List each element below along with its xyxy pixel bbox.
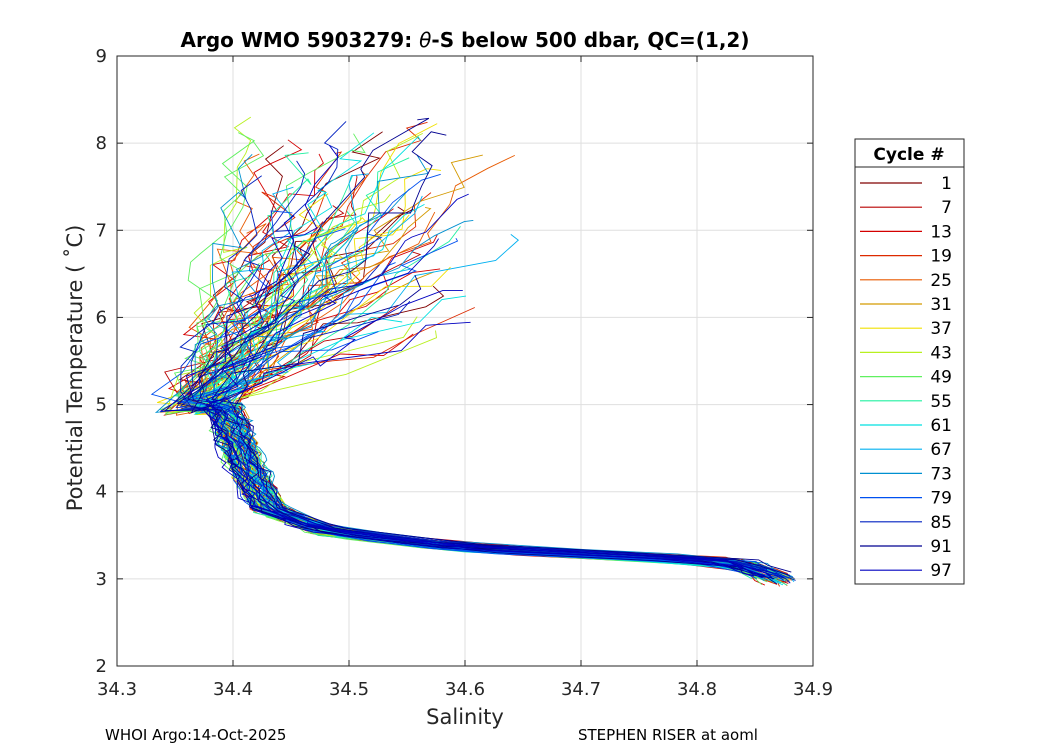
legend-label: 1 [941,174,952,194]
legend-label: 91 [930,537,952,557]
x-tick-label: 34.9 [793,679,833,700]
y-tick-label: 4 [96,482,107,503]
profile-trace [210,290,785,581]
x-tick-label: 34.5 [329,679,369,700]
profile-trace [205,321,754,577]
x-axis-label: Salinity [426,705,504,729]
legend-label: 25 [930,271,952,291]
profile-trace [210,145,791,584]
profile-trace [233,131,790,576]
legend-label: 31 [930,295,952,315]
legend-label: 97 [930,561,952,581]
legend-label: 37 [930,319,952,339]
y-tick-label: 6 [96,307,107,328]
footer-right: STEPHEN RISER at aoml [578,726,758,744]
x-axis-ticks: 34.3 34.4 34.5 34.6 34.7 34.8 34.9 [97,56,833,700]
legend-label: 49 [930,368,952,388]
y-tick-label: 5 [96,395,107,416]
x-tick-label: 34.6 [445,679,485,700]
profile-trace [210,275,792,573]
legend-label: 85 [930,513,952,533]
profile-trace [185,215,773,578]
legend-label: 7 [941,198,952,218]
legend-title: Cycle # [873,145,944,165]
x-tick-label: 34.7 [561,679,601,700]
chart-title: Argo WMO 5903279: θ-S below 500 dbar, QC… [181,28,750,52]
legend-label: 19 [930,247,952,267]
legend-label: 13 [930,222,952,242]
legend-label: 79 [930,489,952,509]
legend-label: 43 [930,343,952,363]
x-tick-label: 34.3 [97,679,137,700]
y-tick-label: 8 [96,133,107,154]
x-tick-label: 34.8 [677,679,717,700]
footer-left: WHOI Argo:14-Oct-2025 [105,726,286,744]
profile-trace [175,160,772,577]
legend: Cycle # 1 7 13 19 25 31 37 43 49 55 61 67 73 79 85 91 97 [854,138,965,585]
y-axis-ticks: 2 3 4 5 6 7 8 9 [96,46,813,677]
legend-box [854,138,965,585]
y-tick-label: 2 [96,656,107,677]
y-tick-label: 9 [96,46,107,67]
legend-label: 67 [930,440,952,460]
x-tick-label: 34.4 [213,679,253,700]
legend-label: 55 [930,392,952,412]
legend-label: 73 [930,464,952,484]
y-tick-label: 3 [96,569,107,590]
y-axis-label: Potential Temperature ( ˚C) [63,225,87,512]
y-tick-label: 7 [96,220,107,241]
profile-trace [205,238,763,579]
profile-traces [150,116,796,587]
legend-label: 61 [930,416,952,436]
